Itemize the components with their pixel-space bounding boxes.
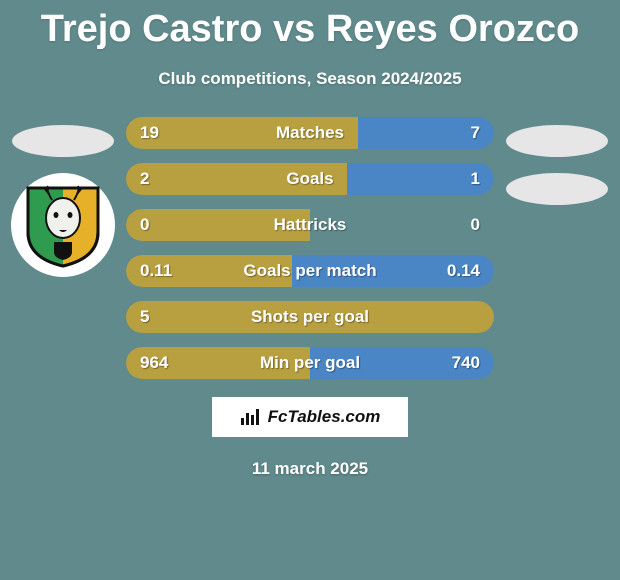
stat-label: Shots per goal (126, 301, 494, 333)
stat-row: 5Shots per goal (126, 301, 494, 333)
bars-icon (240, 408, 262, 426)
comparison-row: 197Matches 21Goals 00Hattricks 0.110.14Goal… (8, 117, 612, 379)
stat-row: 964740Min per goal (126, 347, 494, 379)
attribution-badge: FcTables.com (212, 397, 408, 437)
player2-column (502, 117, 612, 205)
attribution-text: FcTables.com (268, 407, 381, 427)
stat-label: Matches (126, 117, 494, 149)
stat-label: Hattricks (126, 209, 494, 241)
stat-label: Goals per match (126, 255, 494, 287)
page-title: Trejo Castro vs Reyes Orozco (8, 0, 612, 51)
stats-column: 197Matches 21Goals 00Hattricks 0.110.14Goal… (126, 117, 494, 379)
stat-row: 197Matches (126, 117, 494, 149)
stat-label: Goals (126, 163, 494, 195)
player1-column (8, 117, 118, 277)
player2-club-placeholder (506, 173, 608, 205)
player1-club-badge (11, 173, 115, 277)
player2-avatar-placeholder (506, 125, 608, 157)
stat-row: 0.110.14Goals per match (126, 255, 494, 287)
date-text: 11 march 2025 (8, 459, 612, 479)
stat-row: 21Goals (126, 163, 494, 195)
stat-row: 00Hattricks (126, 209, 494, 241)
stat-label: Min per goal (126, 347, 494, 379)
player1-avatar-placeholder (12, 125, 114, 157)
venados-shield-icon (24, 182, 102, 268)
subtitle: Club competitions, Season 2024/2025 (8, 69, 612, 89)
